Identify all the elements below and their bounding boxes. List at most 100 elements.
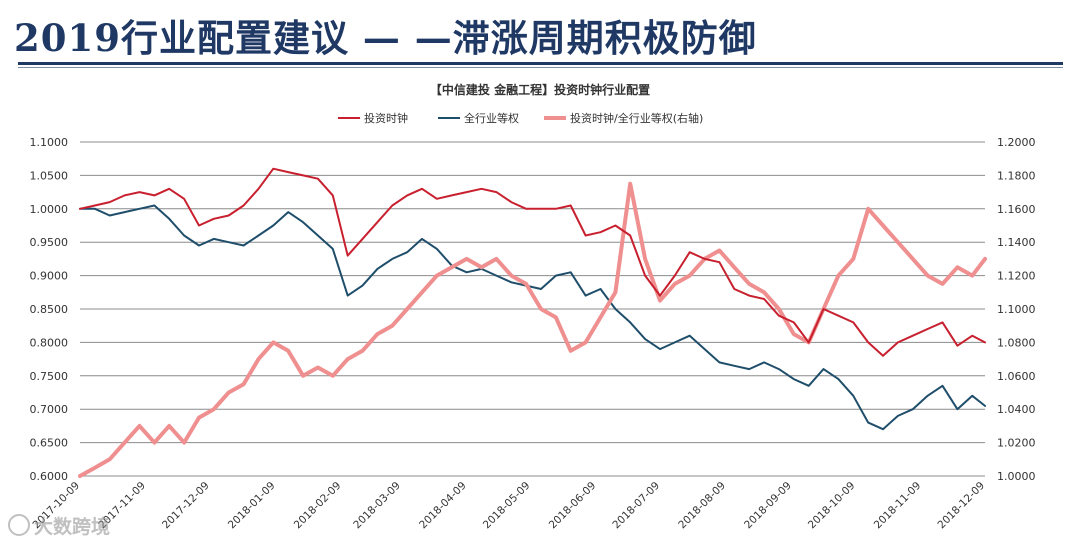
data-point: [763, 361, 765, 363]
y-right-tick-label: 1.0000: [997, 470, 1036, 483]
data-point: [912, 408, 914, 410]
data-point: [272, 341, 274, 343]
data-point: [927, 395, 929, 397]
y-left-tick-label: 0.9000: [30, 270, 69, 283]
y-right-tick-label: 1.1800: [997, 169, 1036, 182]
series-lines: [78, 167, 987, 478]
data-point: [540, 308, 542, 310]
data-point: [778, 308, 780, 310]
legend-label: 投资时钟: [364, 111, 408, 125]
y-right-tick-label: 1.1600: [997, 203, 1036, 216]
x-tick-label: 2018-02-09: [292, 480, 344, 532]
data-point: [778, 368, 780, 370]
data-point: [376, 268, 378, 270]
data-point: [882, 224, 884, 227]
data-point: [391, 258, 393, 260]
data-point: [466, 271, 468, 273]
data-point: [168, 425, 170, 427]
data-point: [302, 221, 304, 223]
title-rule-thin: [18, 67, 1063, 68]
data-point: [525, 283, 527, 285]
y-left-tick-label: 0.8000: [30, 336, 69, 349]
data-point: [659, 300, 661, 302]
data-point: [852, 258, 854, 260]
data-point: [243, 244, 245, 247]
y-left-tick-label: 0.6000: [30, 470, 69, 483]
data-point: [510, 275, 512, 277]
data-point: [867, 208, 869, 210]
data-point: [822, 368, 825, 370]
data-point: [629, 183, 631, 185]
data-point: [347, 295, 349, 297]
x-tick-label: 2018-05-09: [481, 480, 533, 532]
data-point: [897, 241, 899, 243]
data-point: [109, 214, 111, 217]
data-point: [718, 249, 721, 252]
y-left-tick-label: 0.6500: [30, 437, 69, 450]
data-point: [436, 248, 438, 250]
data-point: [138, 425, 141, 427]
data-point: [257, 234, 260, 237]
data-point: [555, 316, 557, 318]
data-point: [168, 218, 170, 220]
data-point: [421, 291, 423, 293]
data-point: [971, 395, 973, 397]
x-tick-label: 2018-11-09: [872, 480, 924, 532]
x-tick-label: 2018-07-09: [610, 480, 662, 532]
data-point: [689, 335, 691, 337]
data-point: [599, 288, 602, 290]
y-left-tick-label: 1.0000: [30, 203, 69, 216]
data-point: [153, 204, 155, 207]
data-point: [94, 208, 96, 210]
data-point: [837, 378, 840, 380]
y-right-tick-label: 1.1400: [997, 236, 1036, 249]
data-point: [984, 258, 986, 260]
legend: 投资时钟 全行业等权 投资时钟/全行业等权(右轴): [338, 111, 703, 125]
data-point: [153, 442, 155, 444]
y-left-tick-label: 1.0500: [30, 169, 69, 182]
slide-title: 2019行业配置建议 — —滞涨周期积极防御: [14, 16, 757, 60]
data-point: [956, 408, 959, 410]
data-point: [570, 271, 572, 273]
y-left-tick-label: 0.8500: [30, 303, 69, 316]
data-point: [391, 325, 393, 327]
data-point: [109, 458, 111, 460]
x-tick-label: 2018-01-09: [226, 480, 278, 532]
y-right-tick-label: 1.0600: [997, 370, 1036, 383]
x-tick-label: 2018-08-09: [676, 480, 728, 532]
watermark-icon: [8, 514, 30, 536]
x-tick-label: 2018-10-09: [806, 480, 858, 532]
data-point: [689, 275, 691, 277]
data-point: [376, 333, 378, 335]
data-point: [198, 417, 200, 419]
data-point: [347, 358, 349, 360]
legend-label: 全行业等权: [464, 111, 519, 125]
data-point: [451, 266, 453, 268]
x-tick-label: 2018-06-09: [547, 480, 599, 532]
data-point: [644, 258, 646, 260]
data-point: [971, 275, 973, 277]
series-line: [78, 181, 987, 478]
y-right-tick-label: 1.1200: [997, 270, 1036, 283]
y-right-tick-label: 1.0800: [997, 336, 1036, 349]
y-right-tick-label: 1.1000: [997, 303, 1036, 316]
data-point: [748, 283, 750, 285]
data-point: [361, 350, 364, 352]
watermark: 大数跨境: [8, 512, 110, 539]
data-point: [213, 408, 215, 410]
series-line: [79, 167, 986, 357]
x-tick-label: 2018-12-09: [935, 480, 987, 532]
data-point: [718, 361, 721, 363]
right-axis: 1.0000 1.0200 1.0400 1.0600 1.0800 1.1000 1.12…: [997, 136, 1036, 483]
data-point: [704, 348, 706, 350]
data-point: [614, 291, 617, 293]
data-point: [808, 385, 810, 387]
data-point: [94, 467, 96, 469]
title-rule: [18, 62, 1063, 65]
watermark-text: 大数跨境: [34, 516, 111, 538]
data-point: [124, 442, 126, 444]
data-point: [927, 275, 929, 277]
data-point: [332, 248, 334, 250]
data-point: [837, 275, 840, 277]
